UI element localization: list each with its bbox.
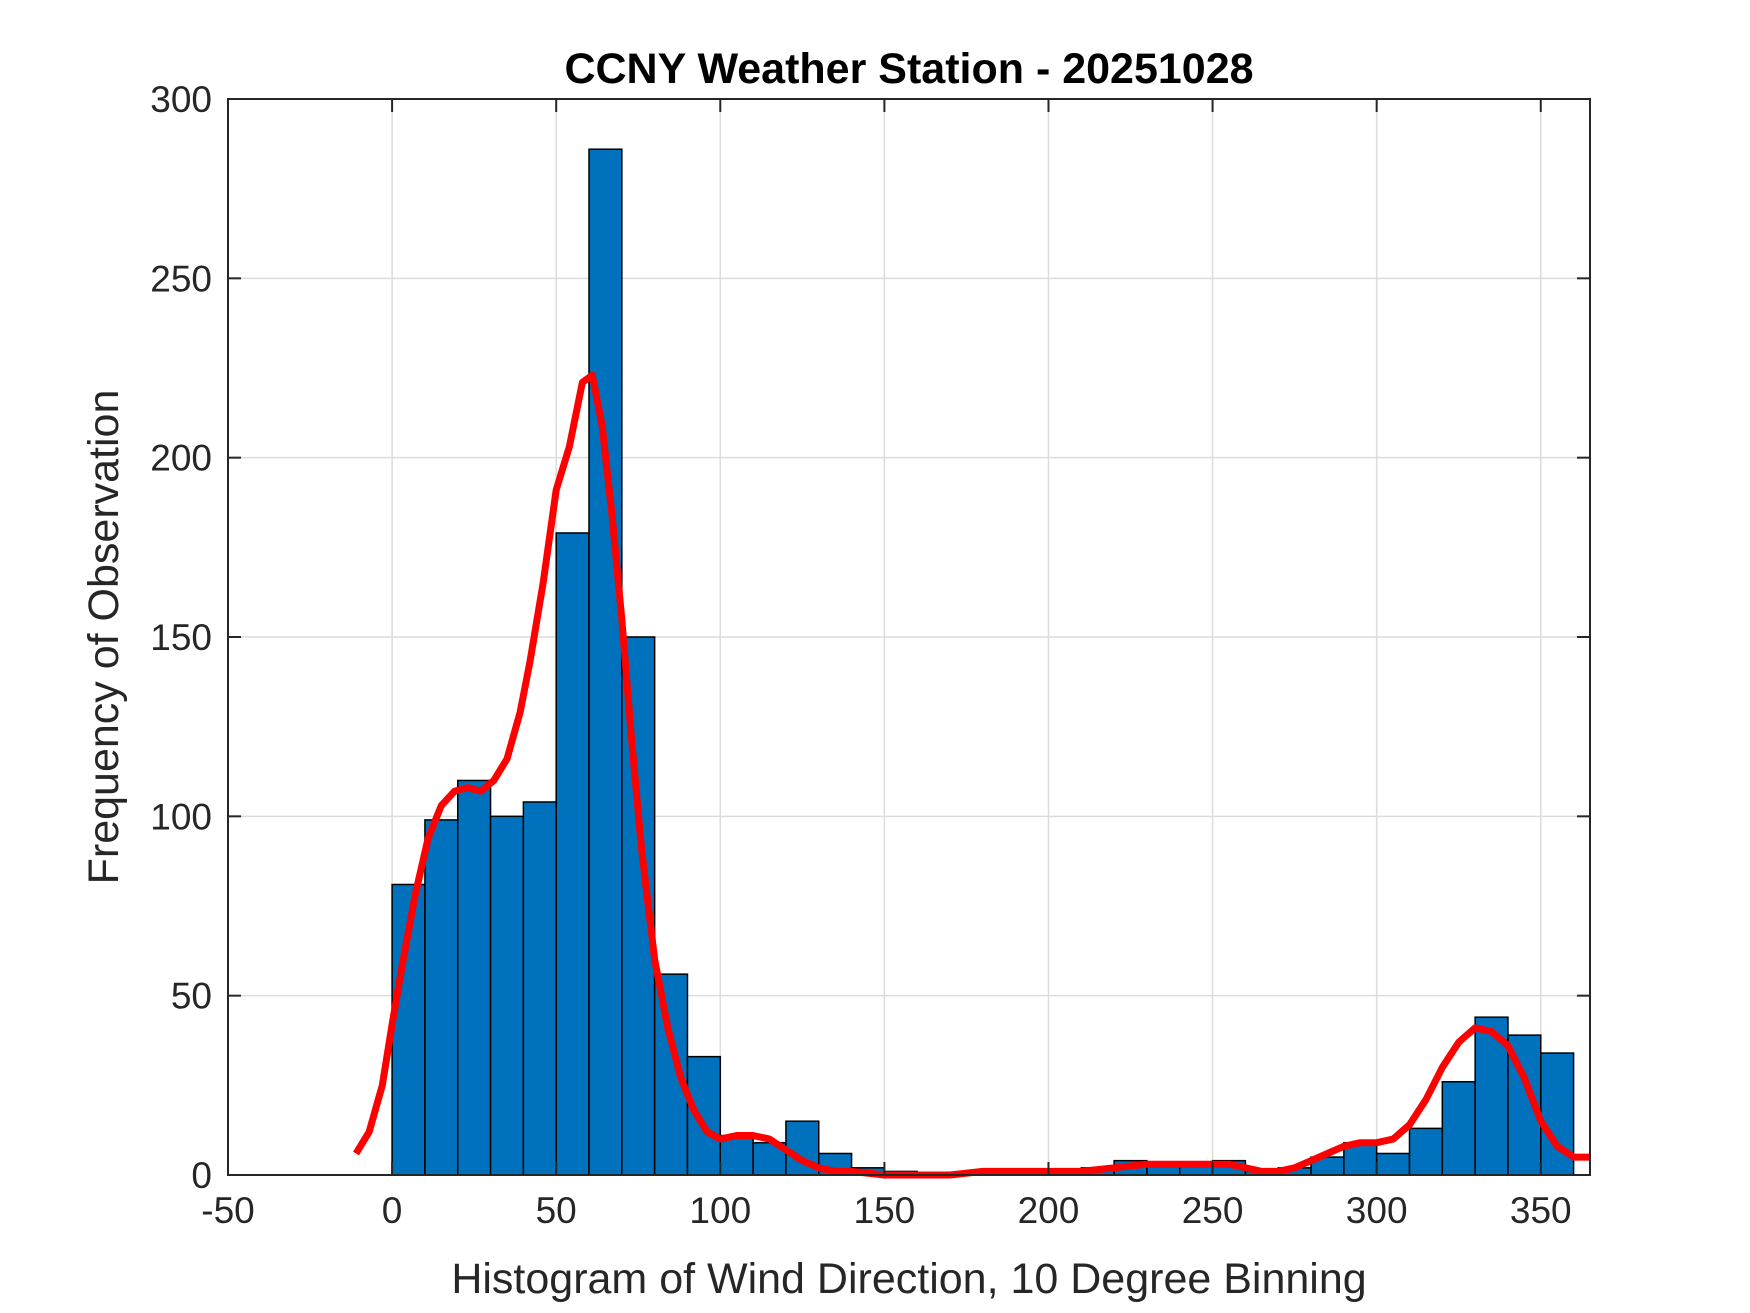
x-tick-label: 0 — [382, 1190, 403, 1231]
y-tick-label: 200 — [150, 438, 212, 479]
histogram-bar — [719, 1134, 754, 1176]
density-fit-line — [353, 371, 1590, 1179]
y-tick-label: 0 — [191, 1155, 212, 1196]
x-tick-label: 150 — [854, 1190, 916, 1231]
x-tick-label: 100 — [689, 1190, 751, 1231]
histogram-bar — [588, 148, 623, 1176]
y-tick-label: 250 — [150, 258, 212, 299]
y-tick-label: 300 — [150, 79, 212, 120]
x-tick-label: -50 — [201, 1190, 254, 1231]
x-tick-label: 200 — [1018, 1190, 1080, 1231]
histogram-bar — [555, 532, 590, 1176]
histogram-bar — [522, 801, 557, 1176]
chart-title: CCNY Weather Station - 20251028 — [564, 45, 1253, 93]
x-tick-label: 50 — [536, 1190, 577, 1231]
histogram-bar — [489, 815, 525, 1176]
histogram-bar — [1408, 1127, 1444, 1176]
histogram-bars — [391, 148, 1575, 1176]
y-tick-label: 150 — [150, 617, 212, 658]
histogram-bar — [1375, 1152, 1411, 1176]
y-tick-label: 50 — [171, 976, 212, 1017]
x-tick-labels: -50 0 50 100 150 200 250 300 350 — [201, 1190, 1571, 1231]
histogram-bar — [424, 819, 459, 1176]
histogram-bar — [1441, 1080, 1476, 1176]
y-tick-label: 100 — [150, 796, 212, 837]
x-tick-label: 250 — [1182, 1190, 1244, 1231]
density-curve — [353, 371, 1590, 1179]
x-axis-label: Histogram of Wind Direction, 10 Degree B… — [451, 1255, 1366, 1303]
x-tick-label: 300 — [1346, 1190, 1408, 1231]
x-tick-label: 350 — [1510, 1190, 1572, 1231]
y-tick-labels: 0 50 100 150 200 250 300 — [150, 79, 212, 1196]
y-axis-label: Frequency of Observation — [80, 390, 128, 885]
histogram-bar — [686, 1055, 722, 1176]
histogram-bar — [456, 779, 492, 1176]
grid-lines — [228, 99, 1590, 1175]
axis-ticks — [227, 98, 1590, 1176]
